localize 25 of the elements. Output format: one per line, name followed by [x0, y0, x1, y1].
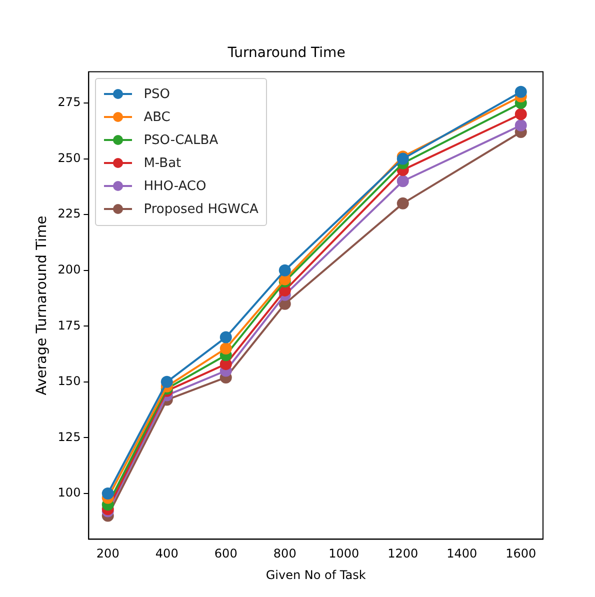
- x-tick-label: 800: [273, 546, 296, 561]
- x-tick-label: 600: [214, 546, 238, 561]
- x-axis-title: Given No of Task: [266, 568, 366, 582]
- legend-label: Proposed HGWCA: [144, 202, 258, 217]
- y-tick-label: 175: [58, 318, 81, 332]
- x-tick-label: 200: [96, 546, 120, 561]
- legend-label: ABC: [144, 110, 170, 125]
- y-tick-label: 250: [58, 150, 81, 165]
- x-tick-label: 1200: [388, 546, 418, 561]
- legend-label: HHO-ACO: [144, 178, 206, 194]
- x-tick-label: 1000: [328, 546, 360, 561]
- y-tick-label: 150: [58, 374, 81, 388]
- x-tick-label: 1600: [506, 546, 536, 561]
- legend-label: PSO: [144, 86, 170, 102]
- legend-label: M-Bat: [144, 156, 182, 171]
- legend-label: PSO-CALBA: [144, 132, 218, 148]
- x-tick-label: 1400: [446, 546, 478, 561]
- y-tick-label: 200: [58, 262, 81, 276]
- y-tick-label: 275: [58, 95, 81, 110]
- y-tick-label: 100: [58, 486, 81, 500]
- y-tick-label: 225: [58, 206, 81, 221]
- y-tick-label: 125: [58, 430, 81, 444]
- y-axis-title: Average Turnaround Time: [34, 216, 50, 396]
- chart-title: Turnaround Time: [226, 45, 346, 62]
- x-tick-label: 400: [155, 546, 178, 561]
